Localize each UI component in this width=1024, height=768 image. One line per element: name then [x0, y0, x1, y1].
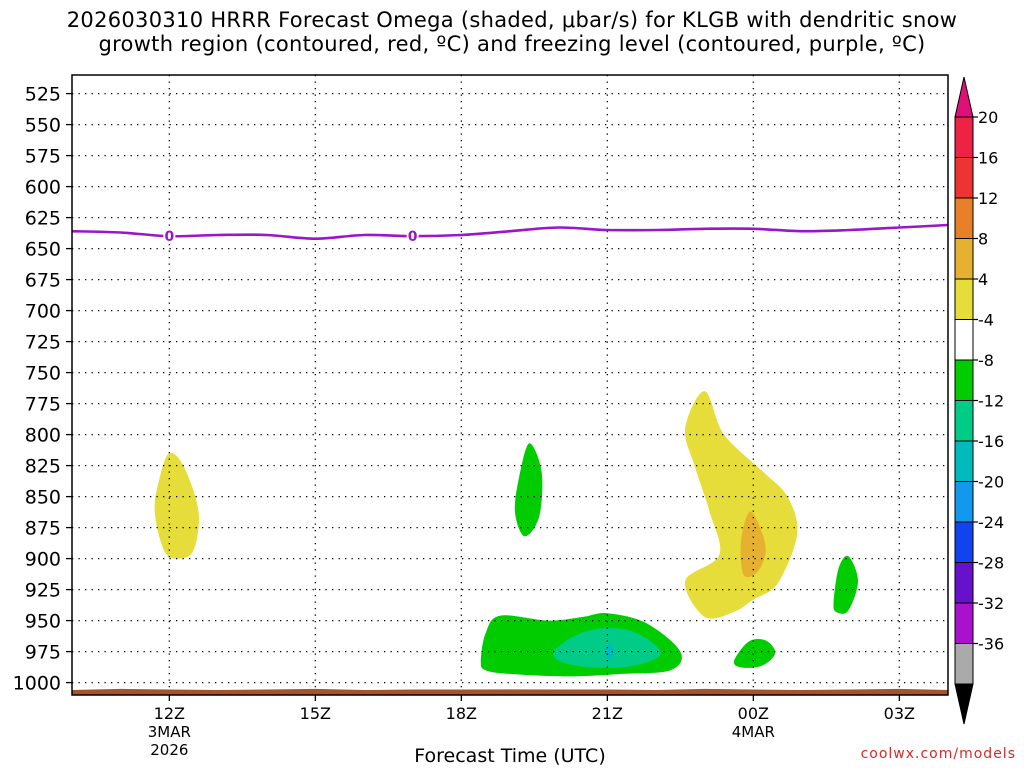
grid-layer — [72, 75, 948, 695]
plot-frame — [71, 74, 949, 696]
colorbar-swatch-8 — [954, 400, 974, 442]
colorbar-swatch-2 — [954, 157, 974, 199]
colorbar-label-8: -12 — [978, 392, 1004, 411]
x-tick-sublabel-12Z-2: 2026 — [150, 741, 188, 759]
colorbar-label-12: -28 — [978, 554, 1004, 573]
freezing-level-line — [71, 223, 949, 241]
y-tick-label-875: 875 — [25, 518, 61, 540]
y-tick-label-825: 825 — [25, 456, 61, 478]
axes-layer: 525 550 575 600 625 650 675 700 725 750 775 800 825 8… — [13, 74, 949, 759]
y-tick-label-550: 550 — [25, 115, 61, 137]
omega-shading-layer — [154, 391, 858, 677]
y-tick-label-600: 600 — [25, 177, 61, 199]
freezing-label-bg-2 — [406, 228, 419, 245]
omega-region-9 — [833, 555, 858, 614]
colorbar-swatch-3 — [954, 197, 974, 239]
omega-region-1 — [154, 452, 199, 559]
colorbar-swatch-13 — [954, 602, 974, 644]
colorbar-label-3: 12 — [978, 189, 998, 208]
y-tick-label-925: 925 — [25, 580, 61, 602]
y-tick-label-800: 800 — [25, 425, 61, 447]
colorbar-label-7: -8 — [978, 351, 994, 370]
colorbar-label-13: -32 — [978, 594, 1004, 613]
colorbar-swatch-5 — [954, 278, 974, 320]
y-tick-label-975: 975 — [25, 642, 61, 664]
chart-title: 2026030310 HRRR Forecast Omega (shaded, … — [0, 8, 1024, 56]
y-tick-label-525: 525 — [25, 84, 61, 106]
x-tick-label-15Z: 15Z — [300, 704, 331, 723]
colorbar-swatch-1 — [954, 116, 974, 158]
omega-region-6 — [684, 391, 798, 619]
colorbar-swatch-6 — [954, 319, 974, 361]
terrain-layer — [71, 688, 949, 696]
y-tick-label-750: 750 — [25, 363, 61, 385]
colorbar-swatch-11 — [954, 521, 974, 563]
colorbar-swatch-10 — [954, 481, 974, 523]
y-tick-label-775: 775 — [25, 394, 61, 416]
y-tick-label-1000: 1000 — [13, 673, 61, 695]
y-tick-label-675: 675 — [25, 270, 61, 292]
credit-link[interactable]: coolwx.com/models — [860, 746, 1016, 762]
y-tick-label-650: 650 — [25, 239, 61, 261]
colorbar-swatch-12 — [954, 562, 974, 604]
x-tick-label-12Z: 12Z — [154, 704, 185, 723]
x-tick-sublabel-00Z-1: 4MAR — [732, 723, 775, 741]
x-tick-label-00Z: 00Z — [738, 704, 769, 723]
x-tick-sublabel-12Z-1: 3MAR — [148, 723, 191, 741]
y-tick-label-575: 575 — [25, 146, 61, 168]
x-axis-title: Forecast Time (UTC) — [414, 745, 606, 767]
colorbar-top-arrow — [954, 76, 974, 118]
freezing-label-bg-1 — [163, 228, 176, 245]
chart-title-line2: growth region (contoured, red, ºC) and f… — [98, 32, 926, 56]
colorbar-label-10: -20 — [978, 473, 1004, 492]
y-tick-label-850: 850 — [25, 487, 61, 509]
omega-region-8 — [733, 639, 776, 668]
colorbar-label-9: -16 — [978, 432, 1004, 451]
colorbar-swatch-7 — [954, 359, 974, 401]
terrain-fill — [71, 688, 949, 696]
x-tick-label-21Z: 21Z — [592, 704, 623, 723]
x-tick-label-18Z: 18Z — [446, 704, 477, 723]
colorbar-label-1: 20 — [978, 108, 998, 127]
omega-region-2 — [514, 443, 543, 537]
colorbar-layer: 20 16 12 8 4 -4 -8 -12 -16 -20 -24 -28 -32 -36 — [954, 76, 1004, 725]
colorbar-label-6: -4 — [978, 311, 994, 330]
colorbar-bottom-arrow — [954, 683, 974, 725]
colorbar-swatch-9 — [954, 440, 974, 482]
y-tick-label-725: 725 — [25, 332, 61, 354]
freezing-level-label-2: 0 — [408, 229, 418, 245]
x-tick-label-03Z: 03Z — [884, 704, 915, 723]
colorbar-swatch-14 — [954, 643, 974, 685]
colorbar-label-4: 8 — [978, 230, 988, 249]
y-tick-label-950: 950 — [25, 611, 61, 633]
colorbar-label-5: 4 — [978, 270, 988, 289]
chart-title-line1: 2026030310 HRRR Forecast Omega (shaded, … — [66, 8, 958, 32]
colorbar-swatch-4 — [954, 238, 974, 280]
colorbar-label-2: 16 — [978, 149, 998, 168]
colorbar-label-11: -24 — [978, 513, 1004, 532]
y-tick-label-700: 700 — [25, 301, 61, 323]
y-tick-label-900: 900 — [25, 549, 61, 571]
colorbar-label-14: -36 — [978, 635, 1004, 654]
freezing-level-label-1: 0 — [164, 229, 174, 245]
y-tick-label-625: 625 — [25, 208, 61, 230]
